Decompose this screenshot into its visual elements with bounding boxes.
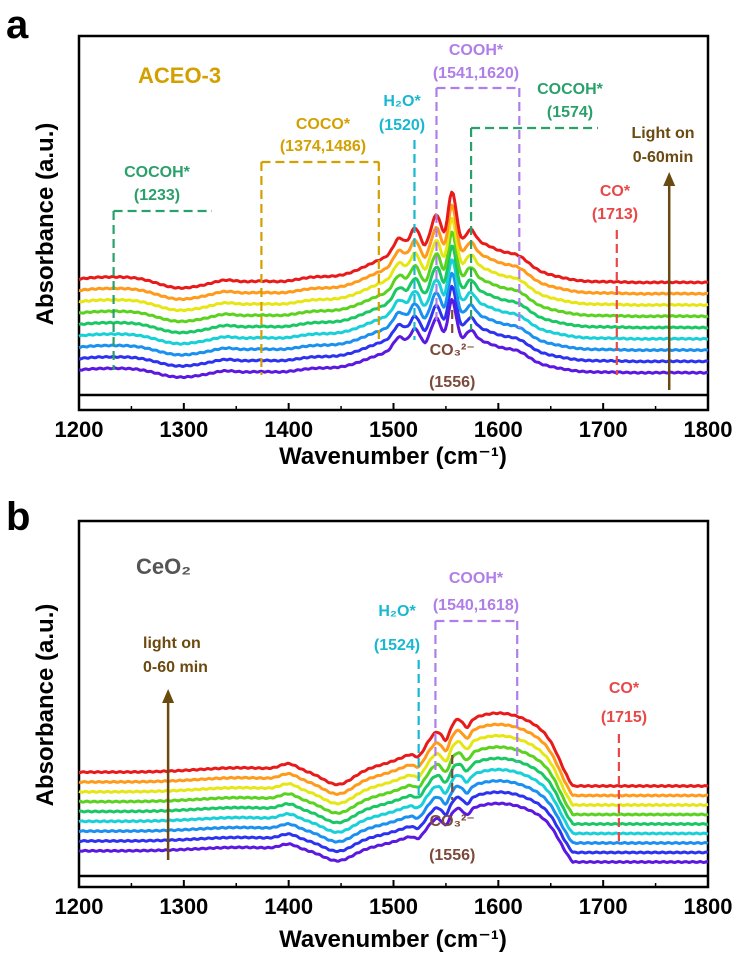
peak-label-position: (1540,1618) — [433, 597, 519, 614]
panel-b-x-tick-label: 1400 — [264, 894, 313, 919]
arrow-label-line1: Light on — [631, 125, 694, 142]
peak-label-name: H₂O* — [378, 603, 416, 620]
peak-label-name: COOH* — [449, 42, 504, 59]
peak-label-position: (1233) — [134, 187, 180, 204]
peak-label-position: (1713) — [592, 206, 638, 223]
panel-a-x-tick-label: 1800 — [684, 417, 733, 442]
panel-b-series-3 — [78, 778, 709, 845]
peak-label-position: (1574) — [547, 104, 593, 121]
panel-b-x-tick-label: 1700 — [579, 894, 628, 919]
panel-b-series-4 — [78, 767, 709, 836]
peak-label-position: (1541,1620) — [433, 65, 519, 82]
panel-b-x-tick-label: 1200 — [55, 894, 104, 919]
panel-a-series-7 — [78, 216, 709, 313]
panel-a-x-tick-label: 1400 — [264, 417, 313, 442]
panel-a-sample-label: ACEO-3 — [138, 63, 221, 88]
arrow-light-on-head — [162, 689, 175, 703]
panel-b-letter: b — [6, 495, 30, 539]
panel-a-series-5 — [78, 244, 709, 335]
peak-label-position: (1715) — [601, 709, 647, 726]
panel-b-series-2 — [78, 790, 709, 855]
panel-a-x-tick-label: 1600 — [474, 417, 523, 442]
panel-b-series-5 — [78, 756, 709, 826]
panel-a-x-tick-label: 1500 — [369, 417, 418, 442]
panel-a-series-2 — [78, 284, 709, 368]
panel-a-letter: a — [6, 3, 29, 47]
peak-label-name: COCOH* — [124, 164, 191, 181]
panel-b-x-ticks: 1200 1300 1400 1500 1600 1700 1800 — [55, 880, 733, 919]
panel-a-curves — [78, 190, 709, 397]
peak-label-name: COOH* — [449, 570, 504, 587]
panel-a-x-axis-label: Wavenumber (cm⁻¹) — [279, 443, 507, 470]
panel-b-series-7 — [78, 733, 709, 807]
panel-a-x-tick-label: 1700 — [579, 417, 628, 442]
panel-a-annotations: COCOH* (1233) COCO* (1374,1486) H₂O* (1520) CO… — [112, 42, 695, 391]
panel-b-x-tick-label: 1600 — [474, 894, 523, 919]
panel-a: a COCOH* (1233) COCO* (1374,1486) H₂O* (1520)… — [6, 3, 732, 470]
panel-b-x-axis-label: Wavenumber (cm⁻¹) — [279, 926, 507, 953]
peak-label-name: CO* — [609, 680, 640, 697]
panel-a-series-8 — [78, 203, 709, 302]
peak-label-name: CO₃²⁻ — [430, 342, 475, 359]
panel-b-series-1 — [78, 801, 709, 864]
panel-a-x-ticks: 1200 1300 1400 1500 1600 1700 1800 — [55, 403, 733, 442]
panel-b-series-6 — [78, 745, 709, 817]
panel-a-series-1 — [78, 298, 709, 380]
arrow-label-line2: 0-60min — [633, 149, 693, 166]
peak-label-position: (1374,1486) — [280, 138, 366, 155]
panel-b: b H₂O* (1524) COOH* (1540,1618) CO* (1715) CO₃… — [6, 495, 732, 953]
peak-label-name: COCO* — [296, 116, 351, 133]
panel-b-sample-label: CeO₂ — [136, 554, 191, 579]
arrow-light-on-head — [663, 172, 676, 186]
panel-b-series-9 — [79, 711, 709, 788]
panel-b-series-8 — [78, 722, 709, 798]
peak-label-position: (1524) — [374, 637, 420, 654]
peak-label-position: (1520) — [379, 117, 425, 134]
panel-b-curves — [78, 711, 709, 878]
panel-a-series-4 — [78, 258, 709, 346]
panel-b-annotations: H₂O* (1524) COOH* (1540,1618) CO* (1715) CO₃²⁻… — [143, 570, 647, 864]
panel-a-series-3 — [78, 271, 709, 357]
arrow-label-line1: light on — [143, 635, 201, 652]
peak-label-name: CO₃²⁻ — [430, 813, 475, 830]
panel-a-series-9 — [78, 190, 709, 290]
panel-b-y-axis-label: Absorbance (a.u.) — [32, 604, 59, 807]
panel-a-x-tick-label: 1200 — [55, 417, 104, 442]
panel-b-x-tick-label: 1500 — [369, 894, 418, 919]
panel-b-x-tick-label: 1300 — [159, 894, 208, 919]
arrow-label-line2: 0-60 min — [143, 659, 208, 676]
peak-label-name: COCOH* — [537, 81, 604, 98]
panel-a-series-6 — [79, 230, 709, 324]
peak-label-name: H₂O* — [383, 93, 421, 110]
panel-b-x-tick-label: 1800 — [684, 894, 733, 919]
panel-a-y-axis-label: Absorbance (a.u.) — [32, 123, 59, 326]
peak-label-name: CO* — [600, 183, 631, 200]
peak-label-position: (1556) — [429, 847, 475, 864]
panel-a-x-tick-label: 1300 — [159, 417, 208, 442]
peak-label-position: (1556) — [429, 374, 475, 391]
